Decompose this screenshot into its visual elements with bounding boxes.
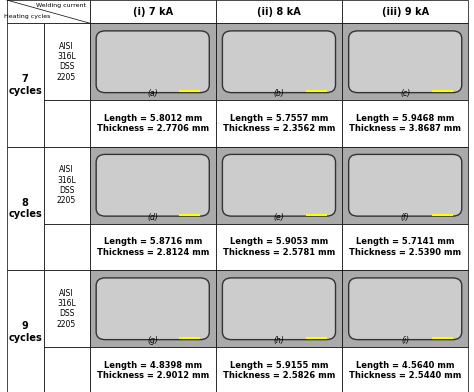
FancyBboxPatch shape (7, 147, 44, 270)
FancyBboxPatch shape (90, 0, 216, 23)
FancyBboxPatch shape (96, 278, 209, 339)
Text: (b): (b) (273, 89, 284, 98)
FancyBboxPatch shape (44, 100, 90, 147)
FancyBboxPatch shape (222, 154, 336, 216)
Text: (iii) 9 kA: (iii) 9 kA (382, 7, 429, 16)
FancyBboxPatch shape (222, 278, 336, 339)
FancyBboxPatch shape (342, 0, 468, 23)
Text: Welding current: Welding current (36, 3, 86, 8)
FancyBboxPatch shape (90, 224, 216, 270)
FancyBboxPatch shape (44, 270, 90, 347)
FancyBboxPatch shape (44, 147, 90, 224)
Text: (d): (d) (147, 213, 158, 222)
Text: Length = 5.9053 mm
Thickness = 2.5781 mm: Length = 5.9053 mm Thickness = 2.5781 mm (223, 237, 335, 257)
FancyBboxPatch shape (342, 23, 468, 100)
Text: (g): (g) (147, 336, 158, 345)
FancyBboxPatch shape (90, 147, 216, 224)
FancyBboxPatch shape (90, 100, 216, 147)
FancyBboxPatch shape (96, 154, 209, 216)
Text: (i): (i) (401, 336, 409, 345)
Text: Length = 5.7557 mm
Thickness = 2.3562 mm: Length = 5.7557 mm Thickness = 2.3562 mm (223, 114, 335, 133)
FancyBboxPatch shape (216, 270, 342, 347)
FancyBboxPatch shape (90, 347, 216, 392)
FancyBboxPatch shape (342, 347, 468, 392)
FancyBboxPatch shape (342, 270, 468, 347)
FancyBboxPatch shape (44, 23, 90, 100)
Text: (ii) 8 kA: (ii) 8 kA (257, 7, 301, 16)
Text: (h): (h) (273, 336, 284, 345)
Text: (a): (a) (147, 89, 158, 98)
FancyBboxPatch shape (44, 224, 90, 270)
Text: 7
cycles: 7 cycles (8, 74, 42, 96)
FancyBboxPatch shape (7, 270, 44, 392)
Text: Length = 5.7141 mm
Thickness = 2.5390 mm: Length = 5.7141 mm Thickness = 2.5390 mm (349, 237, 461, 257)
FancyBboxPatch shape (90, 270, 216, 347)
FancyBboxPatch shape (90, 23, 216, 100)
FancyBboxPatch shape (96, 31, 209, 93)
Text: Length = 5.8716 mm
Thickness = 2.8124 mm: Length = 5.8716 mm Thickness = 2.8124 mm (97, 237, 209, 257)
Text: 9
cycles: 9 cycles (8, 321, 42, 343)
Text: Length = 4.5640 mm
Thickness = 2.5440 mm: Length = 4.5640 mm Thickness = 2.5440 mm (349, 361, 461, 380)
Text: (c): (c) (400, 89, 410, 98)
Text: Heating cycles: Heating cycles (4, 14, 51, 19)
Text: 8
cycles: 8 cycles (8, 198, 42, 219)
FancyBboxPatch shape (7, 0, 90, 23)
FancyBboxPatch shape (222, 31, 336, 93)
FancyBboxPatch shape (7, 23, 44, 147)
Text: Length = 5.8012 mm
Thickness = 2.7706 mm: Length = 5.8012 mm Thickness = 2.7706 mm (97, 114, 209, 133)
FancyBboxPatch shape (342, 147, 468, 224)
Text: AISI
316L
DSS
2205: AISI 316L DSS 2205 (57, 165, 76, 205)
Text: AISI
316L
DSS
2205: AISI 316L DSS 2205 (57, 289, 76, 329)
FancyBboxPatch shape (342, 224, 468, 270)
Text: Length = 4.8398 mm
Thickness = 2.9012 mm: Length = 4.8398 mm Thickness = 2.9012 mm (97, 361, 209, 380)
Text: (f): (f) (401, 213, 410, 222)
FancyBboxPatch shape (216, 347, 342, 392)
FancyBboxPatch shape (349, 154, 462, 216)
FancyBboxPatch shape (216, 100, 342, 147)
FancyBboxPatch shape (216, 23, 342, 100)
Text: (e): (e) (273, 213, 284, 222)
FancyBboxPatch shape (44, 347, 90, 392)
FancyBboxPatch shape (349, 31, 462, 93)
FancyBboxPatch shape (342, 100, 468, 147)
FancyBboxPatch shape (216, 147, 342, 224)
FancyBboxPatch shape (349, 278, 462, 339)
Text: Length = 5.9468 mm
Thickness = 3.8687 mm: Length = 5.9468 mm Thickness = 3.8687 mm (349, 114, 461, 133)
Text: Length = 5.9155 mm
Thickness = 2.5826 mm: Length = 5.9155 mm Thickness = 2.5826 mm (223, 361, 335, 380)
FancyBboxPatch shape (216, 0, 342, 23)
FancyBboxPatch shape (216, 224, 342, 270)
Text: (i) 7 kA: (i) 7 kA (133, 7, 173, 16)
Text: AISI
316L
DSS
2205: AISI 316L DSS 2205 (57, 42, 76, 82)
